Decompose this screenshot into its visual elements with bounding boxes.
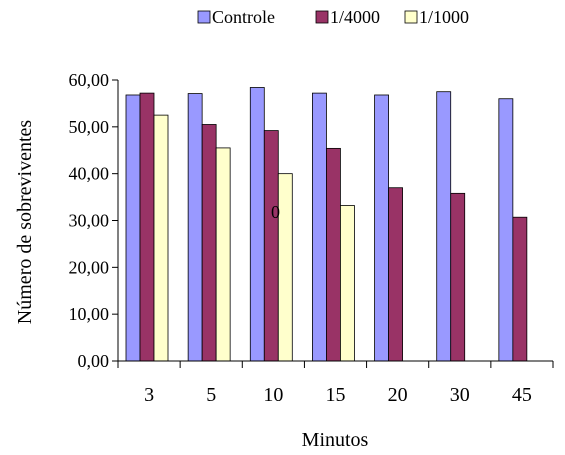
bar-1-15 [312, 92, 327, 362]
x-ticks-group: 3 5 10 15 20 30 45 [117, 361, 554, 406]
x-tick-label: 45 [512, 384, 532, 406]
legend-swatch [197, 10, 211, 24]
y-ticks-group: 0,00 10,00 20,00 30,00 40,00 50,00 60,00 [69, 70, 118, 371]
y-tick-label: 20,00 [69, 257, 110, 277]
bar-3-3 [153, 114, 169, 362]
bar-1-45 [498, 98, 514, 362]
y-tick-label: 40,00 [69, 164, 110, 184]
bar-2-10 [263, 130, 279, 362]
x-tick-label: 20 [388, 384, 408, 406]
bar-3-15 [340, 205, 355, 362]
y-axis-title: Número de sobreviventes [14, 120, 36, 325]
bar-1-20 [374, 94, 389, 362]
x-tick-label: 15 [326, 384, 346, 406]
legend-label: Controle [212, 7, 275, 27]
x-tick-label: 10 [263, 384, 283, 406]
bar-1-10 [249, 87, 265, 362]
legend-label: 1/1000 [419, 7, 469, 27]
legend: Controle 1/4000 1/1000 [197, 7, 469, 27]
bar-1-3 [125, 94, 141, 362]
bar-2-15 [326, 147, 341, 362]
bars-group [125, 87, 528, 362]
y-tick-label: 30,00 [69, 211, 110, 231]
bar-2-5 [201, 124, 217, 362]
legend-swatch [315, 10, 329, 24]
bar-2-20 [388, 187, 403, 362]
x-tick-label: 30 [450, 384, 470, 406]
bar-2-45 [512, 216, 528, 362]
bar-1-5 [187, 93, 203, 362]
stray-annotation: 0 [271, 202, 280, 222]
bar-2-3 [139, 92, 155, 362]
bar-3-5 [215, 147, 231, 362]
y-tick-label: 10,00 [69, 304, 110, 324]
y-tick-label: 60,00 [69, 70, 110, 90]
legend-swatch [404, 10, 418, 24]
bar-1-30 [436, 91, 452, 362]
y-tick-label: 0,00 [78, 351, 110, 371]
x-tick-label: 5 [206, 384, 216, 406]
legend-label: 1/4000 [330, 7, 380, 27]
y-tick-label: 50,00 [69, 117, 110, 137]
bar-2-30 [450, 192, 466, 362]
bar-3-10 [277, 173, 293, 362]
x-axis-title: Minutos [302, 429, 369, 451]
x-tick-label: 3 [144, 384, 154, 406]
